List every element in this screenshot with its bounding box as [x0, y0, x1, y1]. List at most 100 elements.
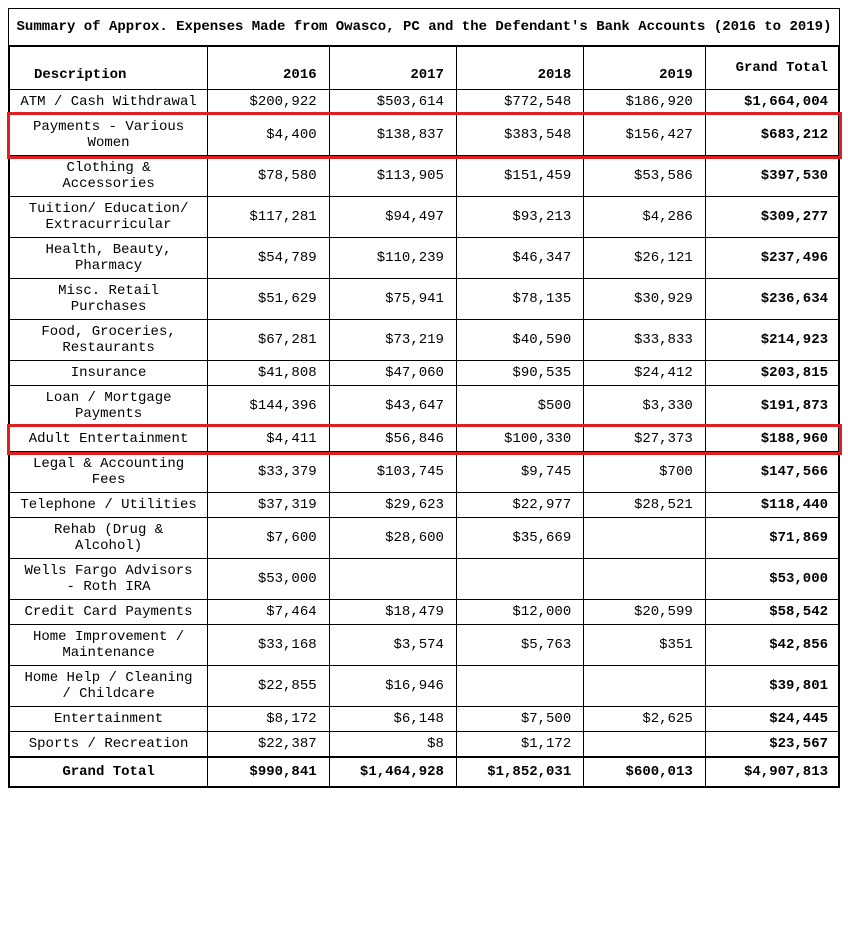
cell-2019: [584, 559, 706, 600]
table-row: Insurance$41,808$47,060$90,535$24,412$20…: [10, 361, 839, 386]
table-wrapper: Summary of Approx. Expenses Made from Ow…: [8, 8, 840, 788]
row-description: Home Help / Cleaning / Childcare: [10, 666, 208, 707]
cell-2016: $7,464: [208, 600, 330, 625]
table-row: Telephone / Utilities$37,319$29,623$22,9…: [10, 493, 839, 518]
cell-2017: $138,837: [329, 115, 456, 156]
cell-2018: $772,548: [456, 90, 583, 115]
cell-2018: $78,135: [456, 279, 583, 320]
cell-2019: [584, 666, 706, 707]
cell-2018: $46,347: [456, 238, 583, 279]
cell-2019: $4,286: [584, 197, 706, 238]
cell-2016: $8,172: [208, 707, 330, 732]
cell-2019: $186,920: [584, 90, 706, 115]
cell-2017: $94,497: [329, 197, 456, 238]
cell-2019: $27,373: [584, 427, 706, 452]
cell-grand-total: $203,815: [705, 361, 838, 386]
cell-2019: [584, 732, 706, 758]
row-description: Credit Card Payments: [10, 600, 208, 625]
row-description: Entertainment: [10, 707, 208, 732]
table-row: Tuition/ Education/ Extracurricular$117,…: [10, 197, 839, 238]
cell-2019: $33,833: [584, 320, 706, 361]
expense-table: Description 2016 2017 2018 2019 Grand To…: [9, 46, 839, 787]
cell-2019: $2,625: [584, 707, 706, 732]
cell-2019: $28,521: [584, 493, 706, 518]
table-row: Health, Beauty, Pharmacy$54,789$110,239$…: [10, 238, 839, 279]
row-description: Payments - Various Women: [10, 115, 208, 156]
table-body: ATM / Cash Withdrawal$200,922$503,614$77…: [10, 90, 839, 787]
cell-2019: $351: [584, 625, 706, 666]
cell-2016: $22,387: [208, 732, 330, 758]
cell-2019: $700: [584, 452, 706, 493]
cell-2017: $47,060: [329, 361, 456, 386]
cell-2017: $6,148: [329, 707, 456, 732]
cell-2017: $110,239: [329, 238, 456, 279]
cell-2017: $43,647: [329, 386, 456, 427]
cell-2018: $151,459: [456, 156, 583, 197]
cell-2016: $22,855: [208, 666, 330, 707]
cell-2017: $29,623: [329, 493, 456, 518]
cell-2016: $54,789: [208, 238, 330, 279]
cell-2016: $37,319: [208, 493, 330, 518]
cell-2018: [456, 559, 583, 600]
table-row: Credit Card Payments$7,464$18,479$12,000…: [10, 600, 839, 625]
cell-2019: [584, 518, 706, 559]
cell-2019: $156,427: [584, 115, 706, 156]
cell-2019: $3,330: [584, 386, 706, 427]
cell-2017: [329, 559, 456, 600]
cell-2016: $67,281: [208, 320, 330, 361]
col-2019: 2019: [584, 47, 706, 90]
row-description: Loan / Mortgage Payments: [10, 386, 208, 427]
cell-2016: $51,629: [208, 279, 330, 320]
cell-2016: $4,411: [208, 427, 330, 452]
row-description: Food, Groceries, Restaurants: [10, 320, 208, 361]
cell-grand-total: $53,000: [705, 559, 838, 600]
cell-2018: $100,330: [456, 427, 583, 452]
cell-grand-total: $237,496: [705, 238, 838, 279]
header-row: Description 2016 2017 2018 2019 Grand To…: [10, 47, 839, 90]
table-row: Adult Entertainment$4,411$56,846$100,330…: [10, 427, 839, 452]
row-description: Home Improvement / Maintenance: [10, 625, 208, 666]
cell-2019: $30,929: [584, 279, 706, 320]
cell-2017: $16,946: [329, 666, 456, 707]
table-row: Loan / Mortgage Payments$144,396$43,647$…: [10, 386, 839, 427]
table-row: Wells Fargo Advisors - Roth IRA$53,000$5…: [10, 559, 839, 600]
row-description: Clothing & Accessories: [10, 156, 208, 197]
cell-grand-total: $397,530: [705, 156, 838, 197]
grand-total-2016: $990,841: [208, 757, 330, 787]
cell-2019: $20,599: [584, 600, 706, 625]
col-2016: 2016: [208, 47, 330, 90]
cell-2016: $41,808: [208, 361, 330, 386]
cell-2016: $33,379: [208, 452, 330, 493]
cell-2017: $3,574: [329, 625, 456, 666]
row-description: ATM / Cash Withdrawal: [10, 90, 208, 115]
cell-2018: $1,172: [456, 732, 583, 758]
cell-2018: $22,977: [456, 493, 583, 518]
cell-grand-total: $1,664,004: [705, 90, 838, 115]
cell-2018: $9,745: [456, 452, 583, 493]
cell-2018: $500: [456, 386, 583, 427]
col-2017: 2017: [329, 47, 456, 90]
table-title: Summary of Approx. Expenses Made from Ow…: [9, 9, 839, 46]
cell-2017: $113,905: [329, 156, 456, 197]
cell-grand-total: $39,801: [705, 666, 838, 707]
cell-2016: $117,281: [208, 197, 330, 238]
grand-total-label: Grand Total: [10, 757, 208, 787]
row-description: Rehab (Drug & Alcohol): [10, 518, 208, 559]
table-row: Home Help / Cleaning / Childcare$22,855$…: [10, 666, 839, 707]
cell-2016: $200,922: [208, 90, 330, 115]
cell-2018: $35,669: [456, 518, 583, 559]
cell-grand-total: $147,566: [705, 452, 838, 493]
cell-2016: $78,580: [208, 156, 330, 197]
table-row: Rehab (Drug & Alcohol)$7,600$28,600$35,6…: [10, 518, 839, 559]
cell-2018: $12,000: [456, 600, 583, 625]
cell-2018: $40,590: [456, 320, 583, 361]
table-row: Sports / Recreation$22,387$8$1,172$23,56…: [10, 732, 839, 758]
col-2018: 2018: [456, 47, 583, 90]
cell-grand-total: $188,960: [705, 427, 838, 452]
col-grand-total: Grand Total: [705, 47, 838, 90]
row-description: Telephone / Utilities: [10, 493, 208, 518]
cell-2016: $53,000: [208, 559, 330, 600]
cell-2016: $4,400: [208, 115, 330, 156]
cell-2017: $18,479: [329, 600, 456, 625]
row-description: Adult Entertainment: [10, 427, 208, 452]
